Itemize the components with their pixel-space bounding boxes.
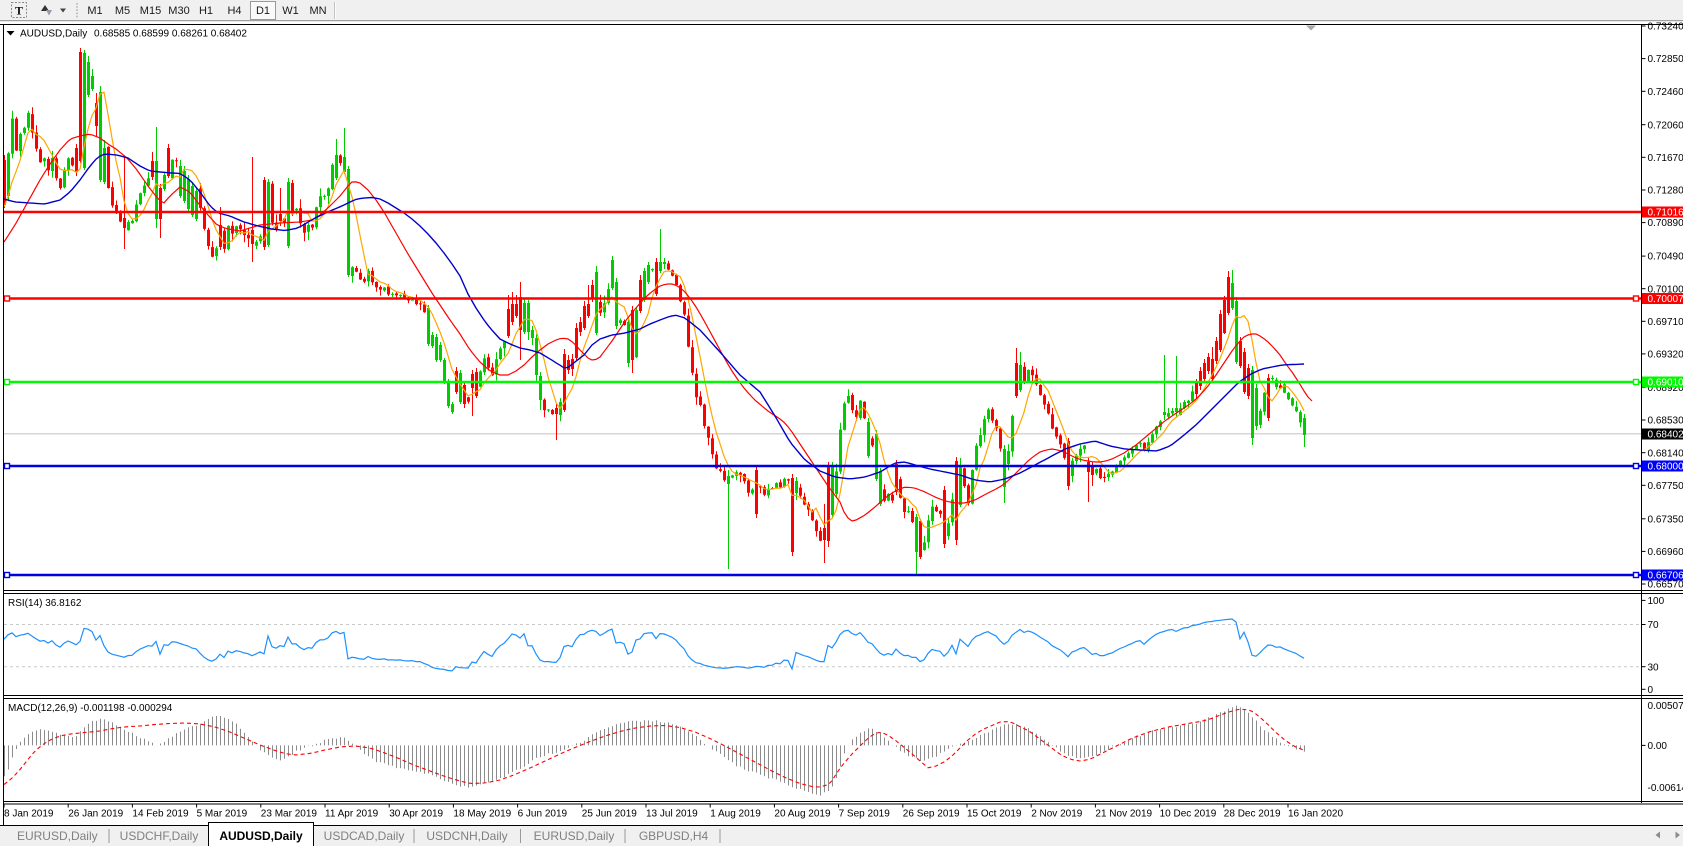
- svg-text:0: 0: [1648, 685, 1654, 696]
- svg-text:0.68000: 0.68000: [1648, 462, 1683, 473]
- svg-text:0.66706: 0.66706: [1648, 571, 1683, 582]
- svg-text:15 Oct 2019: 15 Oct 2019: [967, 809, 1022, 820]
- svg-text:EURUSD,Daily: EURUSD,Daily: [534, 829, 615, 843]
- svg-text:7 Sep 2019: 7 Sep 2019: [839, 809, 891, 820]
- svg-text:M30: M30: [168, 5, 189, 17]
- svg-text:AUDUSD,Daily: AUDUSD,Daily: [20, 29, 87, 40]
- svg-text:14 Feb 2019: 14 Feb 2019: [132, 809, 189, 820]
- svg-text:0.70890: 0.70890: [1648, 218, 1683, 229]
- svg-text:0.005076: 0.005076: [1648, 701, 1683, 712]
- svg-text:0.73240: 0.73240: [1648, 22, 1683, 33]
- svg-text:0.69320: 0.69320: [1648, 350, 1683, 361]
- svg-text:30: 30: [1648, 662, 1660, 673]
- svg-text:1 Aug 2019: 1 Aug 2019: [710, 809, 761, 820]
- svg-text:0.68402: 0.68402: [1648, 430, 1683, 441]
- svg-text:0.70007: 0.70007: [1648, 294, 1683, 305]
- svg-text:26 Sep 2019: 26 Sep 2019: [903, 809, 960, 820]
- svg-text:EURUSD,Daily: EURUSD,Daily: [17, 829, 98, 843]
- svg-text:0.72060: 0.72060: [1648, 120, 1683, 131]
- svg-text:0.69710: 0.69710: [1648, 317, 1683, 328]
- svg-text:6 Jun 2019: 6 Jun 2019: [518, 809, 568, 820]
- svg-text:USDCAD,Daily: USDCAD,Daily: [324, 829, 405, 843]
- svg-text:M5: M5: [115, 5, 130, 17]
- svg-text:13 Jul 2019: 13 Jul 2019: [646, 809, 698, 820]
- svg-text:11 Apr 2019: 11 Apr 2019: [325, 809, 379, 820]
- svg-text:0.71670: 0.71670: [1648, 153, 1683, 164]
- svg-text:0.70490: 0.70490: [1648, 252, 1683, 263]
- svg-text:0.71280: 0.71280: [1648, 186, 1683, 197]
- svg-text:25 Jun 2019: 25 Jun 2019: [582, 809, 637, 820]
- svg-text:0.66570: 0.66570: [1648, 580, 1683, 591]
- svg-text:0.72460: 0.72460: [1648, 87, 1683, 98]
- svg-text:H4: H4: [227, 5, 241, 17]
- svg-text:20 Aug 2019: 20 Aug 2019: [774, 809, 831, 820]
- svg-text:MN: MN: [309, 5, 326, 17]
- svg-text:-0.0061486: -0.0061486: [1648, 783, 1683, 794]
- svg-text:MACD(12,26,9) -0.001198 -0.000: MACD(12,26,9) -0.001198 -0.000294: [8, 703, 173, 714]
- svg-text:5 Mar 2019: 5 Mar 2019: [197, 809, 248, 820]
- svg-text:AUDUSD,Daily: AUDUSD,Daily: [219, 829, 303, 843]
- svg-text:100: 100: [1648, 596, 1665, 607]
- svg-text:GBPUSD,H4: GBPUSD,H4: [639, 829, 709, 843]
- svg-text:0.69010: 0.69010: [1648, 378, 1683, 389]
- svg-text:26 Jan 2019: 26 Jan 2019: [68, 809, 123, 820]
- svg-text:H1: H1: [199, 5, 213, 17]
- svg-text:21 Nov 2019: 21 Nov 2019: [1095, 809, 1152, 820]
- svg-text:23 Mar 2019: 23 Mar 2019: [261, 809, 318, 820]
- svg-text:0.68140: 0.68140: [1648, 448, 1683, 459]
- svg-text:28 Dec 2019: 28 Dec 2019: [1224, 809, 1281, 820]
- svg-text:USDCHF,Daily: USDCHF,Daily: [120, 829, 199, 843]
- svg-text:USDCNH,Daily: USDCNH,Daily: [426, 829, 507, 843]
- svg-text:0.71016: 0.71016: [1648, 208, 1683, 219]
- svg-text:RSI(14) 36.8162: RSI(14) 36.8162: [8, 598, 82, 609]
- svg-text:M15: M15: [140, 5, 161, 17]
- svg-text:0.66960: 0.66960: [1648, 547, 1683, 558]
- svg-text:10 Dec 2019: 10 Dec 2019: [1160, 809, 1217, 820]
- svg-text:8 Jan 2019: 8 Jan 2019: [4, 809, 54, 820]
- svg-text:18 May 2019: 18 May 2019: [453, 809, 511, 820]
- svg-text:0.67750: 0.67750: [1648, 481, 1683, 492]
- svg-text:W1: W1: [282, 5, 299, 17]
- svg-text:0.00: 0.00: [1648, 741, 1668, 752]
- svg-text:0.68920: 0.68920: [1648, 383, 1683, 394]
- svg-text:70: 70: [1648, 620, 1660, 631]
- svg-text:2 Nov 2019: 2 Nov 2019: [1031, 809, 1083, 820]
- svg-text:0.68530: 0.68530: [1648, 416, 1683, 427]
- svg-text:D1: D1: [256, 5, 270, 17]
- svg-text:0.68585 0.68599 0.68261 0.6840: 0.68585 0.68599 0.68261 0.68402: [94, 29, 247, 40]
- svg-text:16 Jan 2020: 16 Jan 2020: [1288, 809, 1343, 820]
- svg-text:0.67350: 0.67350: [1648, 514, 1683, 525]
- svg-text:0.72850: 0.72850: [1648, 54, 1683, 65]
- svg-text:0.70100: 0.70100: [1648, 284, 1683, 295]
- svg-text:30 Apr 2019: 30 Apr 2019: [389, 809, 443, 820]
- svg-text:T: T: [15, 4, 23, 18]
- svg-text:M1: M1: [87, 5, 102, 17]
